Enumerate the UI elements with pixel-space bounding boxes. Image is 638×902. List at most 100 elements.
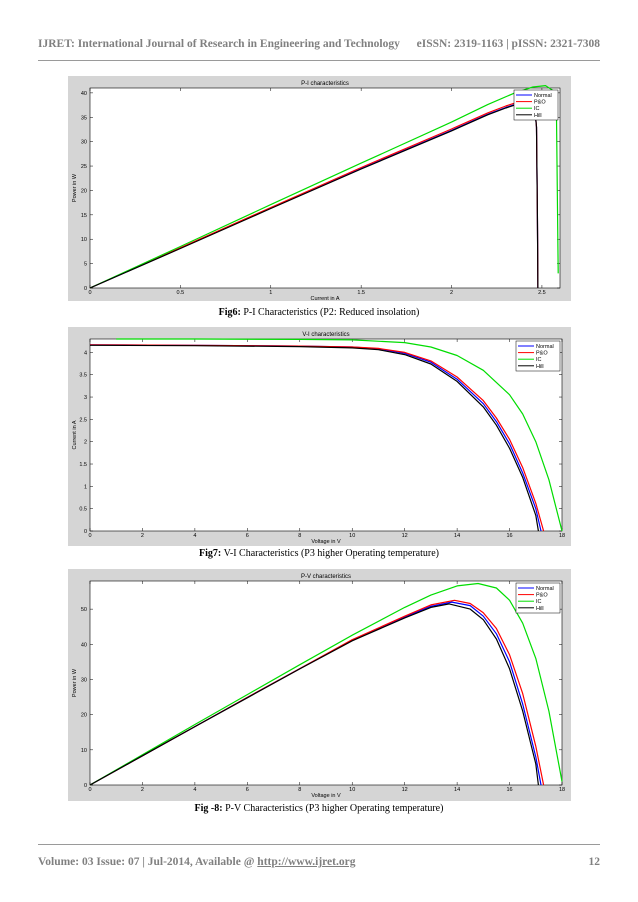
figure-8-label: Fig -8:	[194, 803, 223, 814]
legend-label: IC	[536, 599, 542, 605]
figure-7-caption: Fig7: V-I Characteristics (P3 higher Ope…	[0, 548, 638, 559]
y-tick-label: 4	[84, 350, 87, 356]
legend-label: Hill	[534, 113, 542, 119]
legend-label: Hill	[536, 606, 544, 612]
x-axis-label: Voltage in V	[311, 539, 341, 545]
y-tick-label: 40	[81, 642, 87, 648]
legend-label: P&O	[536, 593, 548, 599]
y-axis-label: Current in A	[72, 420, 78, 449]
figure-8-text: P-V Characteristics (P3 higher Operating…	[225, 803, 444, 814]
y-tick-label: 50	[81, 607, 87, 613]
legend-label: Hill	[536, 364, 544, 370]
x-tick-label: 0	[88, 533, 91, 539]
y-tick-label: 0	[84, 529, 87, 535]
figure-7: V-I characteristics 0 2 4 6 8 10 12 14 16 18 0 0.5 1 1…	[68, 327, 571, 546]
x-tick-label: 0	[88, 787, 91, 793]
x-tick-label: 1.5	[357, 290, 365, 296]
chart-v-i: V-I characteristics 0 2 4 6 8 10 12 14 16 18 0 0.5 1 1…	[72, 332, 565, 545]
header-rule	[38, 60, 600, 61]
figure-7-text: V-I Characteristics (P3 higher Operating…	[223, 548, 439, 559]
y-tick-label: 2	[84, 440, 87, 446]
figure-6: P-I characteristics 0 0.5 1 1.5 2 2.5 0 5 10 15 20 2…	[68, 76, 571, 301]
x-tick-label: 8	[298, 533, 301, 539]
x-tick-label: 2.5	[538, 290, 546, 296]
y-tick-label: 1	[84, 484, 87, 490]
series-line-hill	[89, 103, 539, 289]
x-tick-label: 14	[454, 533, 460, 539]
figure-6-label: Fig6:	[218, 307, 241, 318]
journal-link[interactable]: http://www.ijret.org	[257, 856, 356, 868]
figure-8-caption: Fig -8: P-V Characteristics (P3 higher O…	[0, 803, 638, 814]
legend-label: IC	[536, 357, 542, 363]
series-line-hill	[89, 603, 539, 786]
y-tick-label: 3.5	[79, 373, 87, 379]
page-number: 12	[588, 856, 601, 868]
x-tick-label: 14	[454, 787, 460, 793]
footer-volume: Volume: 03 Issue: 07 | Jul-2014, Availab…	[38, 856, 355, 868]
issn-numbers: eISSN: 2319-1163 | pISSN: 2321-7308	[416, 38, 600, 50]
legend-label: IC	[534, 106, 540, 112]
x-tick-label: 16	[506, 533, 512, 539]
legend-label: Normal	[536, 586, 554, 592]
plot-area	[89, 87, 561, 289]
y-tick-label: 35	[81, 115, 87, 121]
x-tick-label: 4	[193, 533, 196, 539]
legend-label: Normal	[534, 93, 552, 99]
figure-6-caption: Fig6: P-I Characteristics (P2: Reduced i…	[0, 307, 638, 318]
y-tick-label: 10	[81, 237, 87, 243]
y-axis-label: Power in W	[72, 668, 78, 697]
figure-7-label: Fig7:	[199, 548, 222, 559]
y-tick-label: 10	[81, 748, 87, 754]
volume-text: Volume: 03 Issue: 07 | Jul-2014, Availab…	[38, 856, 258, 868]
y-axis-label: Power in W	[72, 173, 78, 202]
x-tick-label: 0.5	[177, 290, 185, 296]
footer-rule	[38, 844, 600, 845]
x-axis-label: Voltage in V	[311, 793, 341, 799]
y-tick-label: 30	[81, 677, 87, 683]
x-tick-label: 2	[141, 533, 144, 539]
y-tick-label: 1.5	[79, 462, 87, 468]
y-tick-label: 0	[84, 286, 87, 292]
x-tick-label: 6	[246, 787, 249, 793]
x-tick-label: 1	[269, 290, 272, 296]
chart-title: P-V characteristics	[301, 574, 351, 580]
chart-p-v: P-V characteristics 0 2 4 6 8 10 12 14 16 18 0 10 20 3…	[72, 574, 565, 799]
x-tick-label: 8	[298, 787, 301, 793]
y-tick-label: 3	[84, 395, 87, 401]
y-tick-label: 40	[81, 91, 87, 97]
y-tick-label: 20	[81, 713, 87, 719]
x-tick-label: 18	[559, 787, 565, 793]
x-tick-label: 12	[402, 787, 408, 793]
y-tick-label: 2.5	[79, 417, 87, 423]
y-tick-label: 30	[81, 140, 87, 146]
figure-6-text: P-I Characteristics (P2: Reduced insolat…	[243, 307, 420, 318]
x-tick-label: 2	[450, 290, 453, 296]
x-axis-label: Current in A	[310, 296, 339, 301]
y-tick-label: 20	[81, 188, 87, 194]
plot-area	[89, 580, 563, 786]
chart-title: P-I characteristics	[301, 81, 349, 87]
y-tick-label: 25	[81, 164, 87, 170]
x-tick-label: 10	[349, 787, 355, 793]
x-tick-label: 4	[193, 787, 196, 793]
series-line-ic	[116, 338, 563, 532]
x-tick-label: 6	[246, 533, 249, 539]
legend-label: P&O	[536, 351, 548, 357]
chart-title: V-I characteristics	[302, 332, 349, 338]
x-tick-label: 18	[559, 533, 565, 539]
running-header: IJRET: International Journal of Research…	[38, 38, 600, 54]
x-tick-label: 12	[402, 533, 408, 539]
figure-8: P-V characteristics 0 2 4 6 8 10 12 14 16 18 0 10 20 3…	[68, 569, 571, 801]
y-tick-label: 0	[84, 783, 87, 789]
chart-p-i: P-I characteristics 0 0.5 1 1.5 2 2.5 0 5 10 15 20 2…	[72, 81, 561, 301]
legend-label: Normal	[536, 344, 554, 350]
series-line-hill	[89, 344, 539, 532]
journal-name: IJRET: International Journal of Research…	[38, 38, 400, 50]
y-tick-label: 0.5	[79, 507, 87, 513]
x-tick-label: 10	[349, 533, 355, 539]
x-tick-label: 0	[88, 290, 91, 296]
legend-label: P&O	[534, 100, 546, 106]
series-line-ic	[89, 582, 563, 786]
x-tick-label: 2	[141, 787, 144, 793]
y-tick-label: 5	[84, 262, 87, 268]
